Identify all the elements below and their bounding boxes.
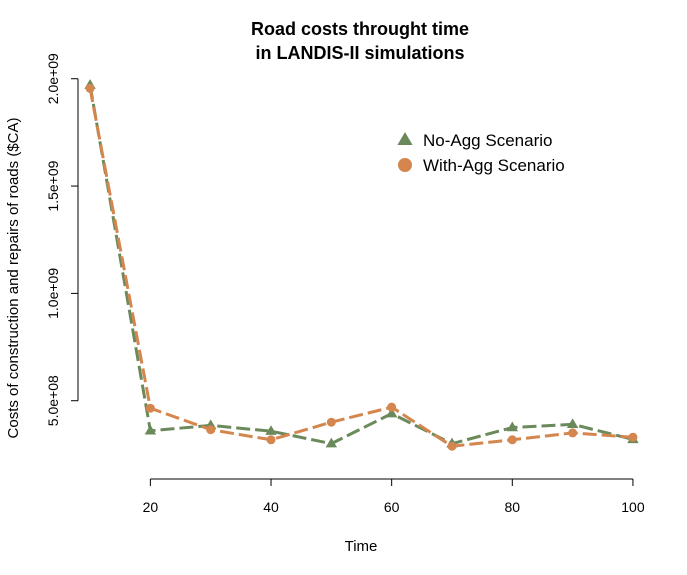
data-point-circle bbox=[387, 402, 397, 412]
legend-label: No-Agg Scenario bbox=[423, 131, 552, 150]
chart-title-line-1: Road costs throught time bbox=[251, 19, 469, 39]
y-tick-label: 2.0e+09 bbox=[45, 53, 61, 104]
data-point-circle bbox=[628, 432, 638, 442]
legend-marker-circle bbox=[398, 158, 412, 172]
y-tick-label: 1.5e+09 bbox=[45, 160, 61, 211]
x-tick-label: 60 bbox=[384, 499, 400, 515]
legend-label: With-Agg Scenario bbox=[423, 156, 565, 175]
x-tick-label: 100 bbox=[621, 499, 645, 515]
data-point-circle bbox=[568, 428, 578, 438]
x-tick-label: 80 bbox=[505, 499, 521, 515]
data-point-triangle bbox=[265, 425, 277, 435]
y-tick-label: 1.0e+09 bbox=[45, 268, 61, 319]
series-line-2 bbox=[88, 88, 634, 448]
data-point-circle bbox=[507, 435, 517, 445]
series-line-1 bbox=[88, 84, 634, 446]
x-axis: 20 40 60 80 100 bbox=[143, 478, 645, 515]
data-point-circle bbox=[326, 417, 336, 427]
data-point-triangle bbox=[144, 424, 157, 435]
data-point-circle bbox=[206, 425, 216, 435]
data-point-triangle bbox=[385, 407, 398, 418]
chart-title-line-2: in LANDIS-II simulations bbox=[255, 43, 464, 63]
data-point-triangle bbox=[566, 418, 579, 429]
data-point-triangle bbox=[325, 437, 338, 448]
legend: No-Agg Scenario With-Agg Scenario bbox=[397, 131, 565, 175]
x-tick-label: 20 bbox=[143, 499, 159, 515]
data-point-circle bbox=[266, 435, 276, 445]
x-tick-label: 40 bbox=[263, 499, 279, 515]
plot-series bbox=[84, 79, 639, 451]
data-point-circle bbox=[145, 403, 155, 413]
y-axis: 5.0e+08 1.0e+09 1.5e+09 2.0e+09 bbox=[45, 53, 79, 426]
legend-marker-triangle bbox=[397, 132, 413, 145]
data-point-circle bbox=[447, 441, 457, 451]
y-tick-label: 5.0e+08 bbox=[45, 375, 61, 426]
y-axis-label: Costs of construction and repairs of roa… bbox=[5, 118, 22, 439]
data-point-circle bbox=[85, 83, 95, 93]
x-axis-label: Time bbox=[345, 538, 378, 555]
data-point-triangle bbox=[506, 421, 518, 432]
